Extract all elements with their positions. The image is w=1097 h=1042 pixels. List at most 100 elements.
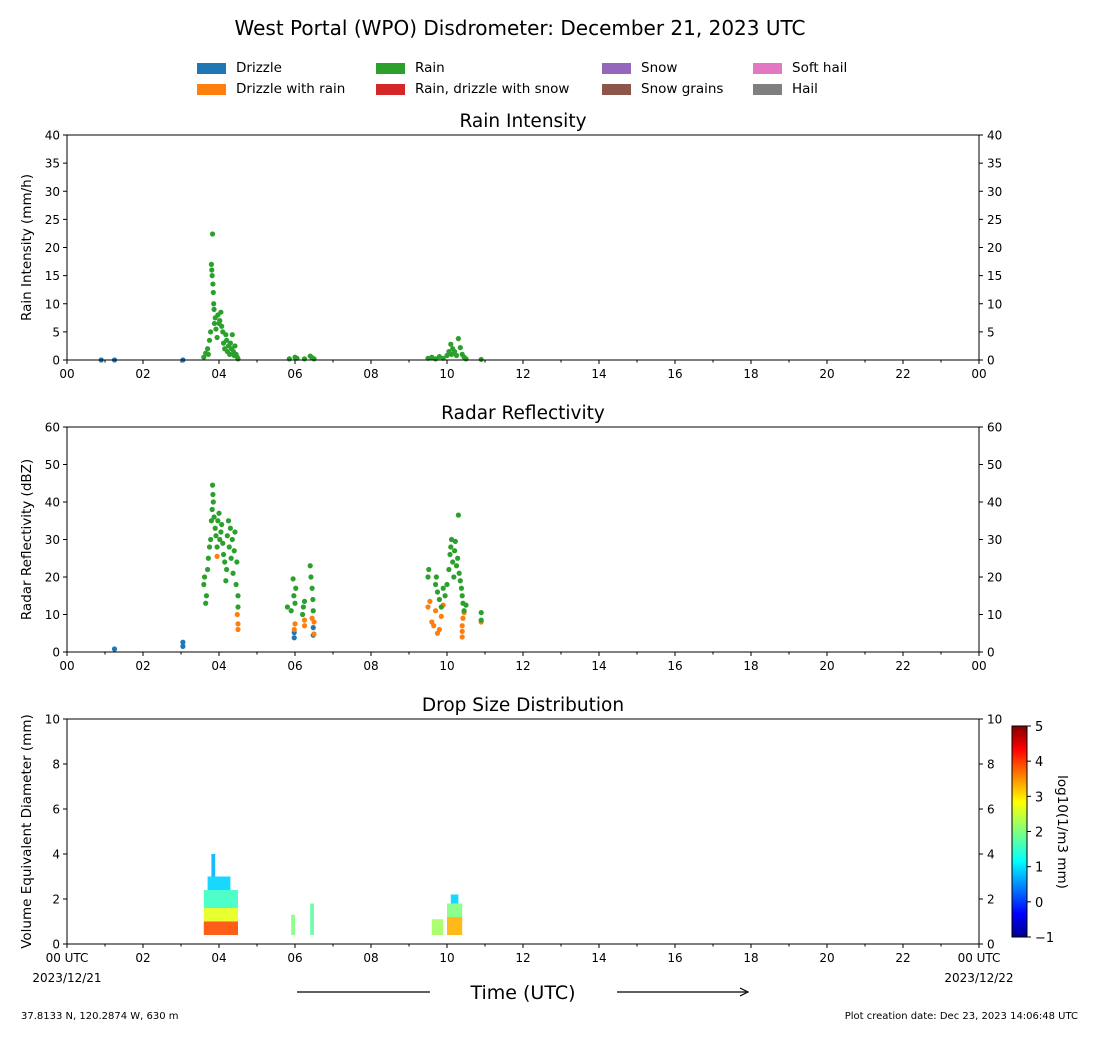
data-point — [458, 585, 465, 591]
legend-swatch — [376, 62, 405, 74]
data-point — [457, 345, 463, 351]
y-tick-label: 10 — [45, 297, 60, 311]
y-tick-label: 60 — [45, 421, 60, 435]
chart-panel-3: Drop Size Distribution Volume Equivalent … — [19, 695, 1014, 985]
y-tick-label-right: 35 — [987, 157, 1002, 171]
colorbar: −1 0 1 2 3 4 5 log10(1/m3 mm) — [1011, 720, 1070, 946]
y-tick-label: 20 — [45, 571, 60, 585]
data-point — [431, 623, 437, 629]
data-point — [451, 574, 457, 580]
data-point — [234, 611, 240, 618]
legend-label: Snow — [641, 60, 678, 76]
legend-label: Rain, drizzle with snow — [415, 81, 570, 97]
data-point — [233, 581, 239, 588]
data-point — [308, 574, 314, 580]
arrow-head-icon — [739, 987, 750, 997]
data-point — [229, 332, 235, 338]
y-tick-label-right: 10 — [987, 297, 1002, 311]
legend-label: Soft hail — [792, 60, 848, 76]
x-tick-label: 20 — [819, 951, 834, 965]
data-point — [211, 514, 217, 520]
data-point — [224, 337, 230, 343]
data-point — [205, 566, 211, 573]
data-point — [433, 608, 439, 614]
data-point — [211, 306, 217, 312]
heatmap-cell — [203, 890, 238, 908]
data-point — [463, 602, 469, 608]
heatmap-cell — [447, 917, 463, 935]
heatmap-cell — [291, 914, 295, 935]
legend-label: Hail — [792, 81, 818, 97]
data-point — [455, 512, 461, 518]
y-tick-label: 2 — [52, 893, 60, 907]
data-point — [453, 352, 460, 359]
colorbar-tick-label: 1 — [1035, 861, 1043, 876]
y-tick-label-right: 10 — [987, 608, 1002, 622]
x-tick-label: 12 — [515, 367, 530, 381]
y-tick-label-right: 6 — [987, 803, 995, 817]
x-tick-label: 04 — [211, 367, 226, 381]
station-location: 37.8133 N, 120.2874 W, 630 m — [21, 1011, 179, 1022]
colorbar-tick-label: 3 — [1035, 790, 1043, 805]
data-point — [212, 525, 218, 531]
y-tick-label: 20 — [45, 241, 60, 255]
data-point — [203, 593, 210, 599]
data-point — [220, 540, 226, 546]
data-point — [209, 267, 215, 273]
x-tick-label: 10 — [439, 659, 454, 673]
legend-item-soft-hail: Soft hail — [753, 60, 847, 76]
time-axis-label-group: Time (UTC) — [297, 982, 750, 1004]
legend-item-snow: Snow — [602, 60, 677, 76]
data-point — [461, 608, 467, 614]
y-tick-label: 15 — [45, 269, 60, 283]
data-point — [205, 351, 211, 357]
data-point — [444, 352, 450, 359]
x-tick-label: 08 — [363, 951, 378, 965]
x-tick-label: 12 — [515, 951, 530, 965]
data-point — [425, 574, 431, 580]
colorbar-tick-label: 0 — [1035, 896, 1043, 911]
legend-label: Drizzle — [236, 60, 282, 76]
heatmap-cell — [450, 894, 459, 904]
y-tick-label-right: 8 — [987, 758, 995, 772]
y-tick-label-right: 5 — [987, 325, 995, 339]
data-point — [455, 555, 461, 561]
y-tick-label: 8 — [52, 758, 60, 772]
plot-frame — [66, 426, 980, 653]
data-point — [211, 320, 218, 327]
data-point — [217, 318, 223, 324]
heatmap-cell — [207, 876, 231, 890]
data-point — [211, 301, 217, 307]
legend-item-hail: Hail — [753, 81, 818, 97]
data-point — [438, 604, 444, 610]
series-drizzle — [111, 625, 316, 652]
data-point — [231, 548, 237, 554]
data-point — [301, 623, 308, 629]
data-point — [227, 351, 233, 357]
legend-item-drizzle: Drizzle — [197, 60, 282, 76]
x-tick-label: 14 — [591, 367, 606, 381]
data-point — [425, 604, 431, 610]
data-point — [310, 596, 316, 603]
y-tick-label: 30 — [45, 533, 60, 547]
data-point — [436, 596, 442, 603]
y-tick-label-right: 50 — [987, 458, 1002, 472]
data-point — [206, 544, 213, 550]
data-point — [446, 566, 452, 573]
legend-item-drizzle-with-rain: Drizzle with rain — [197, 81, 345, 97]
chart-title: Rain Intensity — [459, 111, 586, 132]
data-point — [291, 635, 297, 641]
data-point — [307, 563, 313, 569]
x-tick-label: 10 — [439, 951, 454, 965]
y-tick-label: 4 — [52, 848, 60, 862]
data-point — [220, 551, 227, 558]
data-point — [213, 533, 219, 539]
chart-title: Drop Size Distribution — [422, 695, 624, 716]
chart-title: Radar Reflectivity — [441, 403, 605, 424]
data-point — [447, 551, 453, 558]
x-tick-label: 08 — [363, 659, 378, 673]
data-point — [180, 643, 186, 649]
data-point — [224, 566, 230, 573]
legend-item-rain-drizzle-snow: Rain, drizzle with snow — [376, 81, 569, 97]
data-point — [203, 600, 209, 606]
